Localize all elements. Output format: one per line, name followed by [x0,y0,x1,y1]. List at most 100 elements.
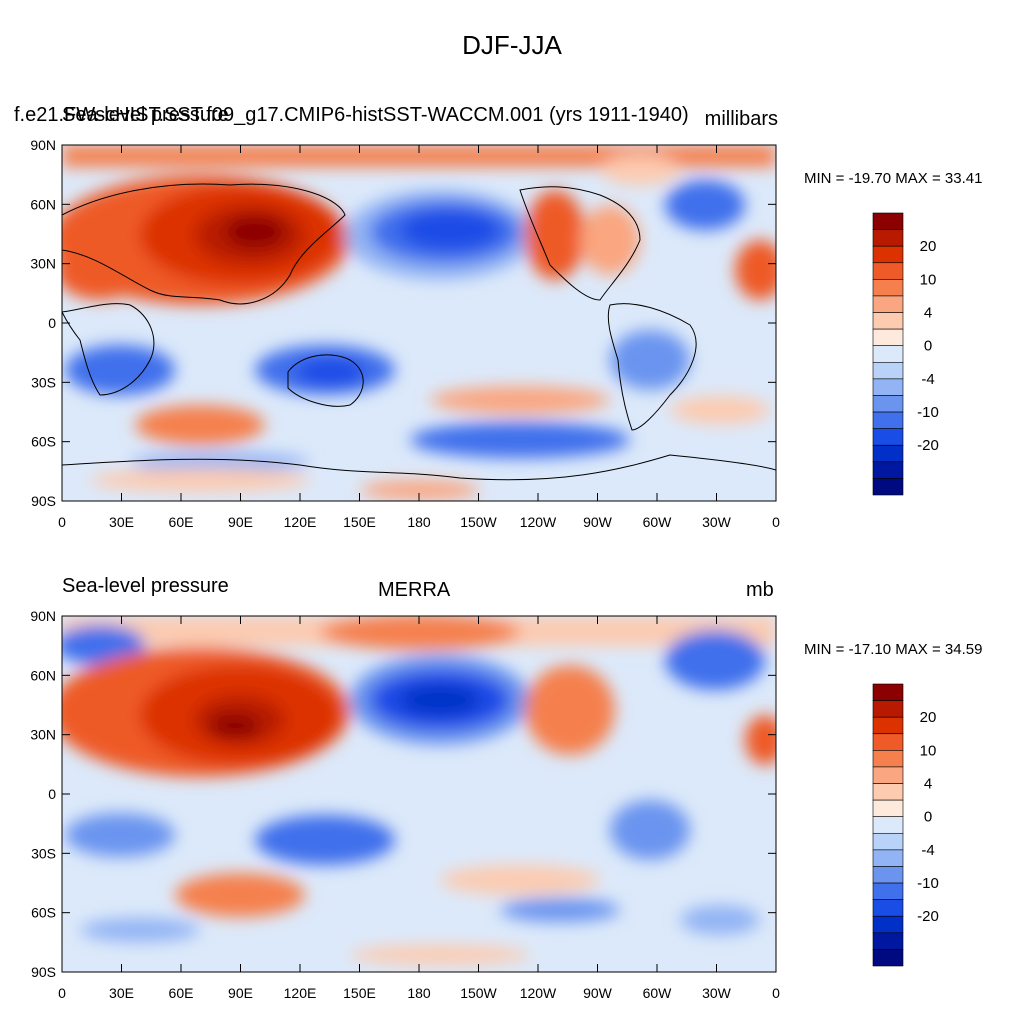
colorbar-1-label: -4 [921,371,934,388]
panel-1-lon-label: 90E [228,514,253,530]
colorbar-1-swatch [872,411,904,429]
colorbar-2-swatch [872,783,904,801]
colorbar-1-swatch [872,395,904,413]
panel-2-lon-label: 0 [772,985,780,1001]
colorbar-2-swatch [872,882,904,900]
panel-2-units: mb [746,579,774,601]
colorbar-1-swatch [872,279,904,297]
colorbar-2-label: 10 [920,742,937,759]
panel-2-lat-label: 30S [31,845,56,861]
colorbar-1-swatch [872,328,904,347]
panel-2-lon-label: 30W [702,985,732,1001]
colorbar-2-swatch [872,799,904,818]
colorbar-1-label: 0 [924,338,932,355]
panel-2-lat-label: 90N [30,608,56,624]
panel-2-lat-label: 30N [30,727,56,743]
panel-2-lon-label: 90E [228,985,253,1001]
colorbar-1-swatch [872,245,904,264]
panel-1-lon-label: 150E [343,514,376,530]
panel-1-units: millibars [704,108,778,130]
panel-1-lon-label: 120E [284,514,317,530]
panel-1-lon-label: 60W [643,514,673,530]
colorbar-2-swatch [872,700,904,718]
colorbar-1-swatch [872,428,904,446]
panel-1-center-label: f.e21.FWscHIST.SST.f09_g17.CMIP6-histSST… [14,104,689,126]
colorbar-1-label: 10 [920,271,937,288]
colorbar-2-swatch [872,832,904,851]
colorbar-1-swatch [872,212,904,230]
colorbar-2-label: 20 [920,709,937,726]
panel-2-lon-label: 0 [58,985,66,1001]
colorbar-2-swatch [872,899,904,917]
panel-2-lon-label: 150W [460,985,497,1001]
panel-1-lat-label: 90N [30,137,56,153]
panel-2-left-label: Sea-level pressure [62,575,229,597]
panel-2-lat-label: 0 [48,786,56,802]
panel-2-lon-label: 90W [583,985,613,1001]
panel-1-minmax: MIN = -19.70 MAX = 33.41 [804,170,983,187]
colorbar-1-label: 20 [920,238,937,255]
colorbar-1-swatch [872,461,904,479]
panel-2-lon-label: 60W [643,985,673,1001]
colorbar-2-swatch [872,733,904,751]
panel-1-lon-label: 150W [460,514,497,530]
colorbar-1-swatch [872,444,904,463]
panel-1-lon-label: 0 [772,514,780,530]
panel-1-lat-label: 90S [31,493,56,509]
panel-2-lon-label: 120W [520,985,557,1001]
panel-2-lat-label: 90S [31,964,56,980]
panel-1-left-label: Sea-level pressure [62,104,229,126]
colorbar-2-swatch [872,750,904,768]
colorbar-2-swatch [872,849,904,867]
colorbar-1-swatch [872,378,904,396]
colorbar-1-swatch [872,345,904,363]
colorbar-1-label: 4 [924,305,932,322]
colorbar-1-swatch [872,262,904,280]
panel-2-lon-label: 120E [284,985,317,1001]
colorbar-2-label: 4 [924,776,932,793]
colorbar-1-swatch [872,361,904,380]
panel-1-lat-label: 0 [48,315,56,331]
colorbar-2-swatch [872,866,904,884]
panel-1-lon-label: 60E [169,514,194,530]
panel-1-lon-label: 180 [407,514,431,530]
colorbar-2-swatch [872,949,904,967]
panel-1-lon-label: 90W [583,514,613,530]
panel-1-lat-label: 30S [31,374,56,390]
colorbar-1-label: -20 [917,437,939,454]
colorbar-2-label: -20 [917,908,939,925]
panel-2-lat-label: 60N [30,667,56,683]
panel-2-lon-label: 30E [109,985,134,1001]
colorbar-2-label: -10 [917,875,939,892]
colorbars-layer: 20 10 4 0 -4 -10 -20 20 10 4 0 -4 -10 -20 [872,212,939,967]
panel-1-lon-label: 30E [109,514,134,530]
colorbar-2-swatch [872,816,904,834]
panel-2-lon-label: 60E [169,985,194,1001]
colorbar-2-label: -4 [921,842,934,859]
colorbar-2-swatch [872,716,904,735]
panel-2-lat-label: 60S [31,905,56,921]
colorbar-1-label: -10 [917,404,939,421]
panel-2-lon-label: 150E [343,985,376,1001]
colorbar-1-swatch [872,312,904,330]
panel-1-map [62,145,776,501]
colorbar-1-swatch [872,478,904,496]
panel-2-minmax: MIN = -17.10 MAX = 34.59 [804,641,983,658]
panel-1-lon-label: 120W [520,514,557,530]
panel-1-lat-label: 30N [30,256,56,272]
page-title: DJF-JJA [462,30,562,60]
colorbar-2-swatch [872,932,904,950]
colorbar-2-swatch [872,766,904,784]
colorbar-2-swatch [872,915,904,934]
colorbar-1-swatch [872,295,904,313]
panel-2-map [62,616,776,972]
panel-2-lon-label: 180 [407,985,431,1001]
panel-2-center-label: MERRA [378,579,451,601]
colorbar-2-label: 0 [924,809,932,826]
panel-1-lon-label: 30W [702,514,732,530]
colorbar-1-swatch [872,229,904,247]
panel-1-coastlines [62,183,776,481]
colorbar-2-swatch [872,683,904,701]
